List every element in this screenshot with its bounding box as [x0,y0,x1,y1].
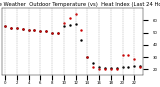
Title: Milwaukee Weather  Outdoor Temperature (vs)  Heat Index (Last 24 Hours): Milwaukee Weather Outdoor Temperature (v… [0,2,160,7]
